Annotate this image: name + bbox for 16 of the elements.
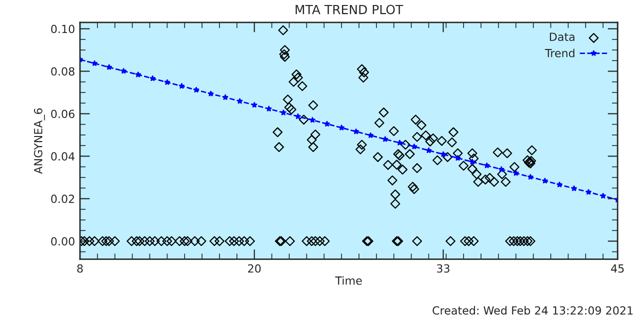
text: Created: Wed Feb 24 13:22:09 2021: [432, 306, 633, 315]
x-axis-title: Time: [335, 276, 362, 285]
legend-label: Trend: [544, 48, 574, 58]
y-axis-title: ANGYNEA_6: [34, 108, 45, 174]
chart-title: MTA TREND PLOT: [296, 4, 404, 14]
y-tick-label: 0.02: [51, 194, 74, 204]
x-tick-label: 8: [77, 264, 83, 273]
y-tick-label: 0.04: [51, 152, 75, 161]
legend-label: Data: [550, 32, 574, 41]
x-tick-label: 33: [437, 264, 450, 273]
x-tick-label: 45: [611, 264, 624, 273]
x-tick-label: 20: [248, 264, 261, 273]
y-tick-label: 0.06: [51, 110, 74, 118]
y-tick-label: 0.08: [51, 67, 74, 76]
y-tick-label: 0.10: [51, 24, 74, 34]
y-tick-label: 0.00: [51, 237, 74, 246]
